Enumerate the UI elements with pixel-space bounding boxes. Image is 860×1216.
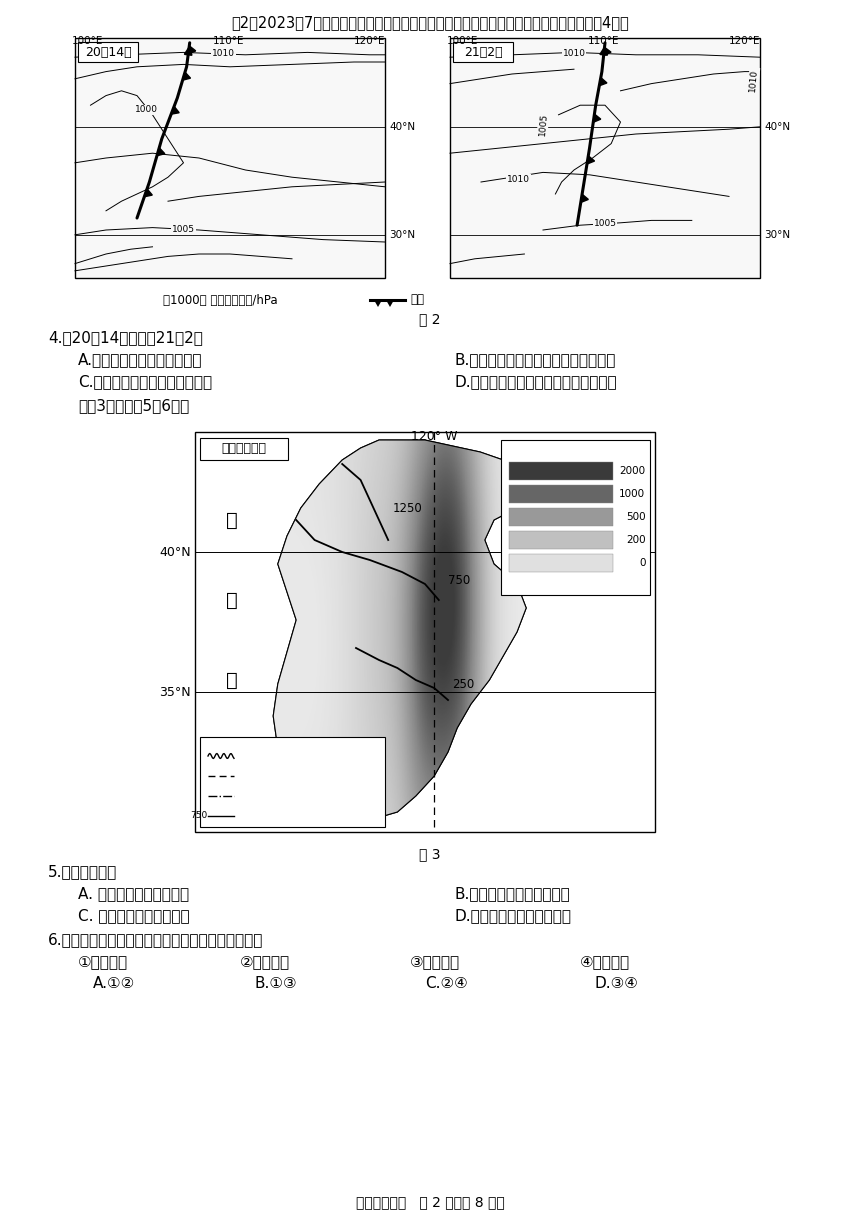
Polygon shape (599, 78, 607, 86)
Text: 1005: 1005 (538, 113, 549, 136)
Text: 加利福尼亚州: 加利福尼亚州 (222, 443, 267, 456)
Text: 110°E: 110°E (587, 36, 619, 46)
Text: 冷锋: 冷锋 (410, 293, 424, 306)
Text: D.水热条件好，土壤肥力高: D.水热条件好，土壤肥力高 (455, 908, 572, 923)
Text: 750: 750 (448, 574, 470, 586)
Text: 1010: 1010 (562, 49, 586, 58)
Text: ④海陆位置: ④海陆位置 (580, 955, 630, 969)
Text: 图 3: 图 3 (420, 848, 440, 861)
Text: 图 2: 图 2 (420, 313, 440, 326)
Bar (450, 38, 760, 278)
Text: C. 植被以常绿阔叶林为主: C. 植被以常绿阔叶林为主 (78, 908, 189, 923)
Text: D.③④: D.③④ (595, 976, 639, 991)
Bar (78, 43, 138, 62)
Text: 250: 250 (452, 677, 475, 691)
Bar (453, 43, 513, 62)
Text: A.河北省风向由东南转为西南: A.河北省风向由东南转为西南 (78, 351, 202, 367)
Text: 750: 750 (190, 811, 207, 821)
Text: 1010: 1010 (212, 49, 236, 58)
Text: 100°E: 100°E (71, 36, 103, 46)
Text: 120°E: 120°E (728, 36, 760, 46)
Text: 100°E: 100°E (446, 36, 478, 46)
Bar (200, 737, 385, 827)
Text: ②纬度位置: ②纬度位置 (240, 955, 290, 969)
Text: 500: 500 (626, 512, 645, 522)
Text: 1010: 1010 (507, 175, 530, 184)
Text: 21日2时: 21日2时 (464, 45, 502, 58)
Text: 2000: 2000 (619, 466, 645, 475)
Text: 洋: 洋 (226, 670, 237, 689)
Polygon shape (386, 300, 394, 306)
Text: 1005: 1005 (172, 225, 195, 235)
Polygon shape (171, 106, 179, 114)
Text: B.山西省受冷锋的影响，出现扬沙天气: B.山西省受冷锋的影响，出现扬沙天气 (455, 351, 617, 367)
Text: 0: 0 (639, 558, 645, 568)
Text: 1010: 1010 (748, 68, 759, 92)
Text: 4.与20日14时相比，21日2时: 4.与20日14时相比，21日2时 (48, 330, 203, 345)
Text: 河湖: 河湖 (239, 751, 252, 761)
Text: 州界: 州界 (239, 771, 252, 781)
Polygon shape (580, 195, 588, 203)
Text: 1005: 1005 (593, 220, 617, 229)
Text: 高三地理试卷   第 2 页（共 8 页）: 高三地理试卷 第 2 页（共 8 页） (356, 1195, 504, 1209)
Polygon shape (587, 156, 594, 164)
Text: 120°E: 120°E (353, 36, 385, 46)
Text: 20日14时: 20日14时 (84, 45, 132, 58)
Text: B.河流以积雪融水补给为主: B.河流以积雪融水补给为主 (455, 886, 571, 901)
Text: 40°N: 40°N (389, 122, 415, 131)
Polygon shape (182, 72, 191, 80)
Text: 120° W: 120° W (411, 430, 458, 443)
Text: 太: 太 (226, 511, 237, 529)
Text: C.②④: C.②④ (425, 976, 468, 991)
Text: A. 山地众多，地势起伏大: A. 山地众多，地势起伏大 (78, 886, 189, 901)
Bar (509, 508, 613, 527)
Text: C.渤海海域天气转晴，风平浪静: C.渤海海域天气转晴，风平浪静 (78, 375, 212, 389)
Text: 读图3，回答第5、6题。: 读图3，回答第5、6题。 (78, 398, 189, 413)
Text: 国界: 国界 (239, 790, 252, 801)
Text: 1250: 1250 (393, 501, 422, 514)
Bar (509, 531, 613, 548)
Text: 1000: 1000 (135, 106, 157, 114)
Text: 200: 200 (626, 535, 645, 545)
Bar (195, 432, 655, 832)
Text: 5.加利福尼亚州: 5.加利福尼亚州 (48, 865, 117, 879)
Polygon shape (144, 188, 152, 197)
Text: 平: 平 (226, 591, 237, 609)
Bar (75, 38, 385, 278)
Bar (509, 462, 613, 480)
Text: 陆高／米: 陆高／米 (562, 445, 590, 458)
Text: ～1000～ 等压线及数值/hPa: ～1000～ 等压线及数值/hPa (163, 294, 277, 306)
Polygon shape (374, 300, 382, 306)
Bar (509, 485, 613, 503)
Text: 750年等降水量线及数值/mm: 750年等降水量线及数值/mm (239, 811, 345, 821)
Text: D.陕西省气温降低，地面长波辐射减弱: D.陕西省气温降低，地面长波辐射减弱 (455, 375, 617, 389)
Text: 6.影响加利福尼亚州北部降水空间分布的主要因素是: 6.影响加利福尼亚州北部降水空间分布的主要因素是 (48, 931, 263, 947)
Text: B.①③: B.①③ (255, 976, 298, 991)
Bar (509, 554, 613, 572)
Polygon shape (604, 47, 611, 56)
Polygon shape (157, 147, 165, 156)
Text: 图2为2023年7月不同时刻亚洲局部海平面气压分布图（图中为北京时间）。读图，回答第4题。: 图2为2023年7月不同时刻亚洲局部海平面气压分布图（图中为北京时间）。读图，回… (231, 15, 629, 30)
Polygon shape (273, 440, 540, 820)
Text: 40°N: 40°N (159, 546, 191, 558)
Text: ①大气环流: ①大气环流 (78, 955, 128, 969)
Text: 30°N: 30°N (389, 230, 415, 240)
Text: 35°N: 35°N (159, 686, 191, 698)
Text: 40°N: 40°N (764, 122, 790, 131)
Polygon shape (188, 46, 196, 55)
Text: 1000: 1000 (619, 489, 645, 499)
Text: 30°N: 30°N (764, 230, 790, 240)
Bar (200, 438, 288, 460)
Text: 110°E: 110°E (212, 36, 244, 46)
Text: A.①②: A.①② (93, 976, 135, 991)
Text: ③地形分布: ③地形分布 (410, 955, 460, 969)
Polygon shape (593, 114, 601, 123)
Bar (501, 440, 650, 595)
